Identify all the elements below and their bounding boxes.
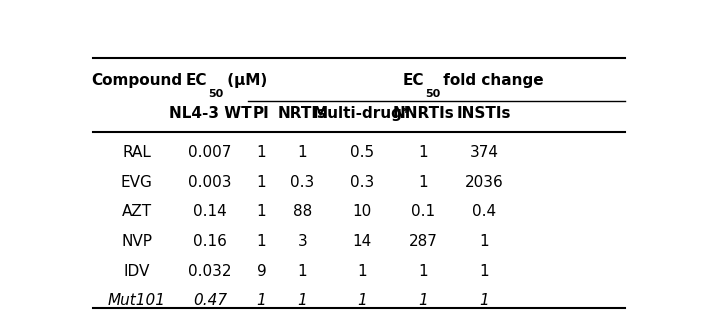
Text: 1: 1 <box>257 175 266 190</box>
Text: 0.16: 0.16 <box>193 234 227 249</box>
Text: 1: 1 <box>418 293 428 308</box>
Text: 1: 1 <box>257 234 266 249</box>
Text: 1: 1 <box>257 204 266 219</box>
Text: EVG: EVG <box>121 175 152 190</box>
Text: 0.003: 0.003 <box>188 175 231 190</box>
Text: 50: 50 <box>208 89 224 99</box>
Text: Mut101: Mut101 <box>107 293 165 308</box>
Text: AZT: AZT <box>121 204 151 219</box>
Text: INSTIs: INSTIs <box>457 106 512 121</box>
Text: 0.5: 0.5 <box>350 145 374 160</box>
Text: 3: 3 <box>297 234 307 249</box>
Text: 14: 14 <box>353 234 372 249</box>
Text: NVP: NVP <box>121 234 152 249</box>
Text: 1: 1 <box>479 264 489 279</box>
Text: 0.4: 0.4 <box>472 204 496 219</box>
Text: 1: 1 <box>479 293 489 308</box>
Text: EC: EC <box>403 73 424 88</box>
Text: 10: 10 <box>353 204 372 219</box>
Text: 287: 287 <box>409 234 438 249</box>
Text: 1: 1 <box>257 293 266 308</box>
Text: 0.007: 0.007 <box>188 145 231 160</box>
Text: EC: EC <box>186 73 207 88</box>
Text: 0.032: 0.032 <box>188 264 231 279</box>
Text: 1: 1 <box>358 264 367 279</box>
Text: 0.3: 0.3 <box>290 175 314 190</box>
Text: IDV: IDV <box>123 264 150 279</box>
Text: RAL: RAL <box>122 145 151 160</box>
Text: 50: 50 <box>426 89 441 99</box>
Text: 1: 1 <box>418 264 428 279</box>
Text: 1: 1 <box>418 145 428 160</box>
Text: 374: 374 <box>470 145 498 160</box>
Text: 0.3: 0.3 <box>350 175 374 190</box>
Text: 0.1: 0.1 <box>411 204 435 219</box>
Text: NNRTIs: NNRTIs <box>393 106 454 121</box>
Text: NRTIs: NRTIs <box>278 106 327 121</box>
Text: Multi-drug*: Multi-drug* <box>313 106 411 121</box>
Text: 1: 1 <box>418 175 428 190</box>
Text: 1: 1 <box>357 293 367 308</box>
Text: 1: 1 <box>297 145 307 160</box>
Text: PI: PI <box>253 106 270 121</box>
Text: 9: 9 <box>257 264 266 279</box>
Text: fold change: fold change <box>438 73 544 88</box>
Text: 1: 1 <box>297 293 307 308</box>
Text: NL4-3 WT: NL4-3 WT <box>168 106 251 121</box>
Text: 88: 88 <box>292 204 312 219</box>
Text: 1: 1 <box>479 234 489 249</box>
Text: 1: 1 <box>297 264 307 279</box>
Text: 2036: 2036 <box>465 175 503 190</box>
Text: 0.47: 0.47 <box>193 293 227 308</box>
Text: 1: 1 <box>257 145 266 160</box>
Text: Compound: Compound <box>91 73 182 88</box>
Text: (μM): (μM) <box>222 73 267 88</box>
Text: 0.14: 0.14 <box>193 204 226 219</box>
